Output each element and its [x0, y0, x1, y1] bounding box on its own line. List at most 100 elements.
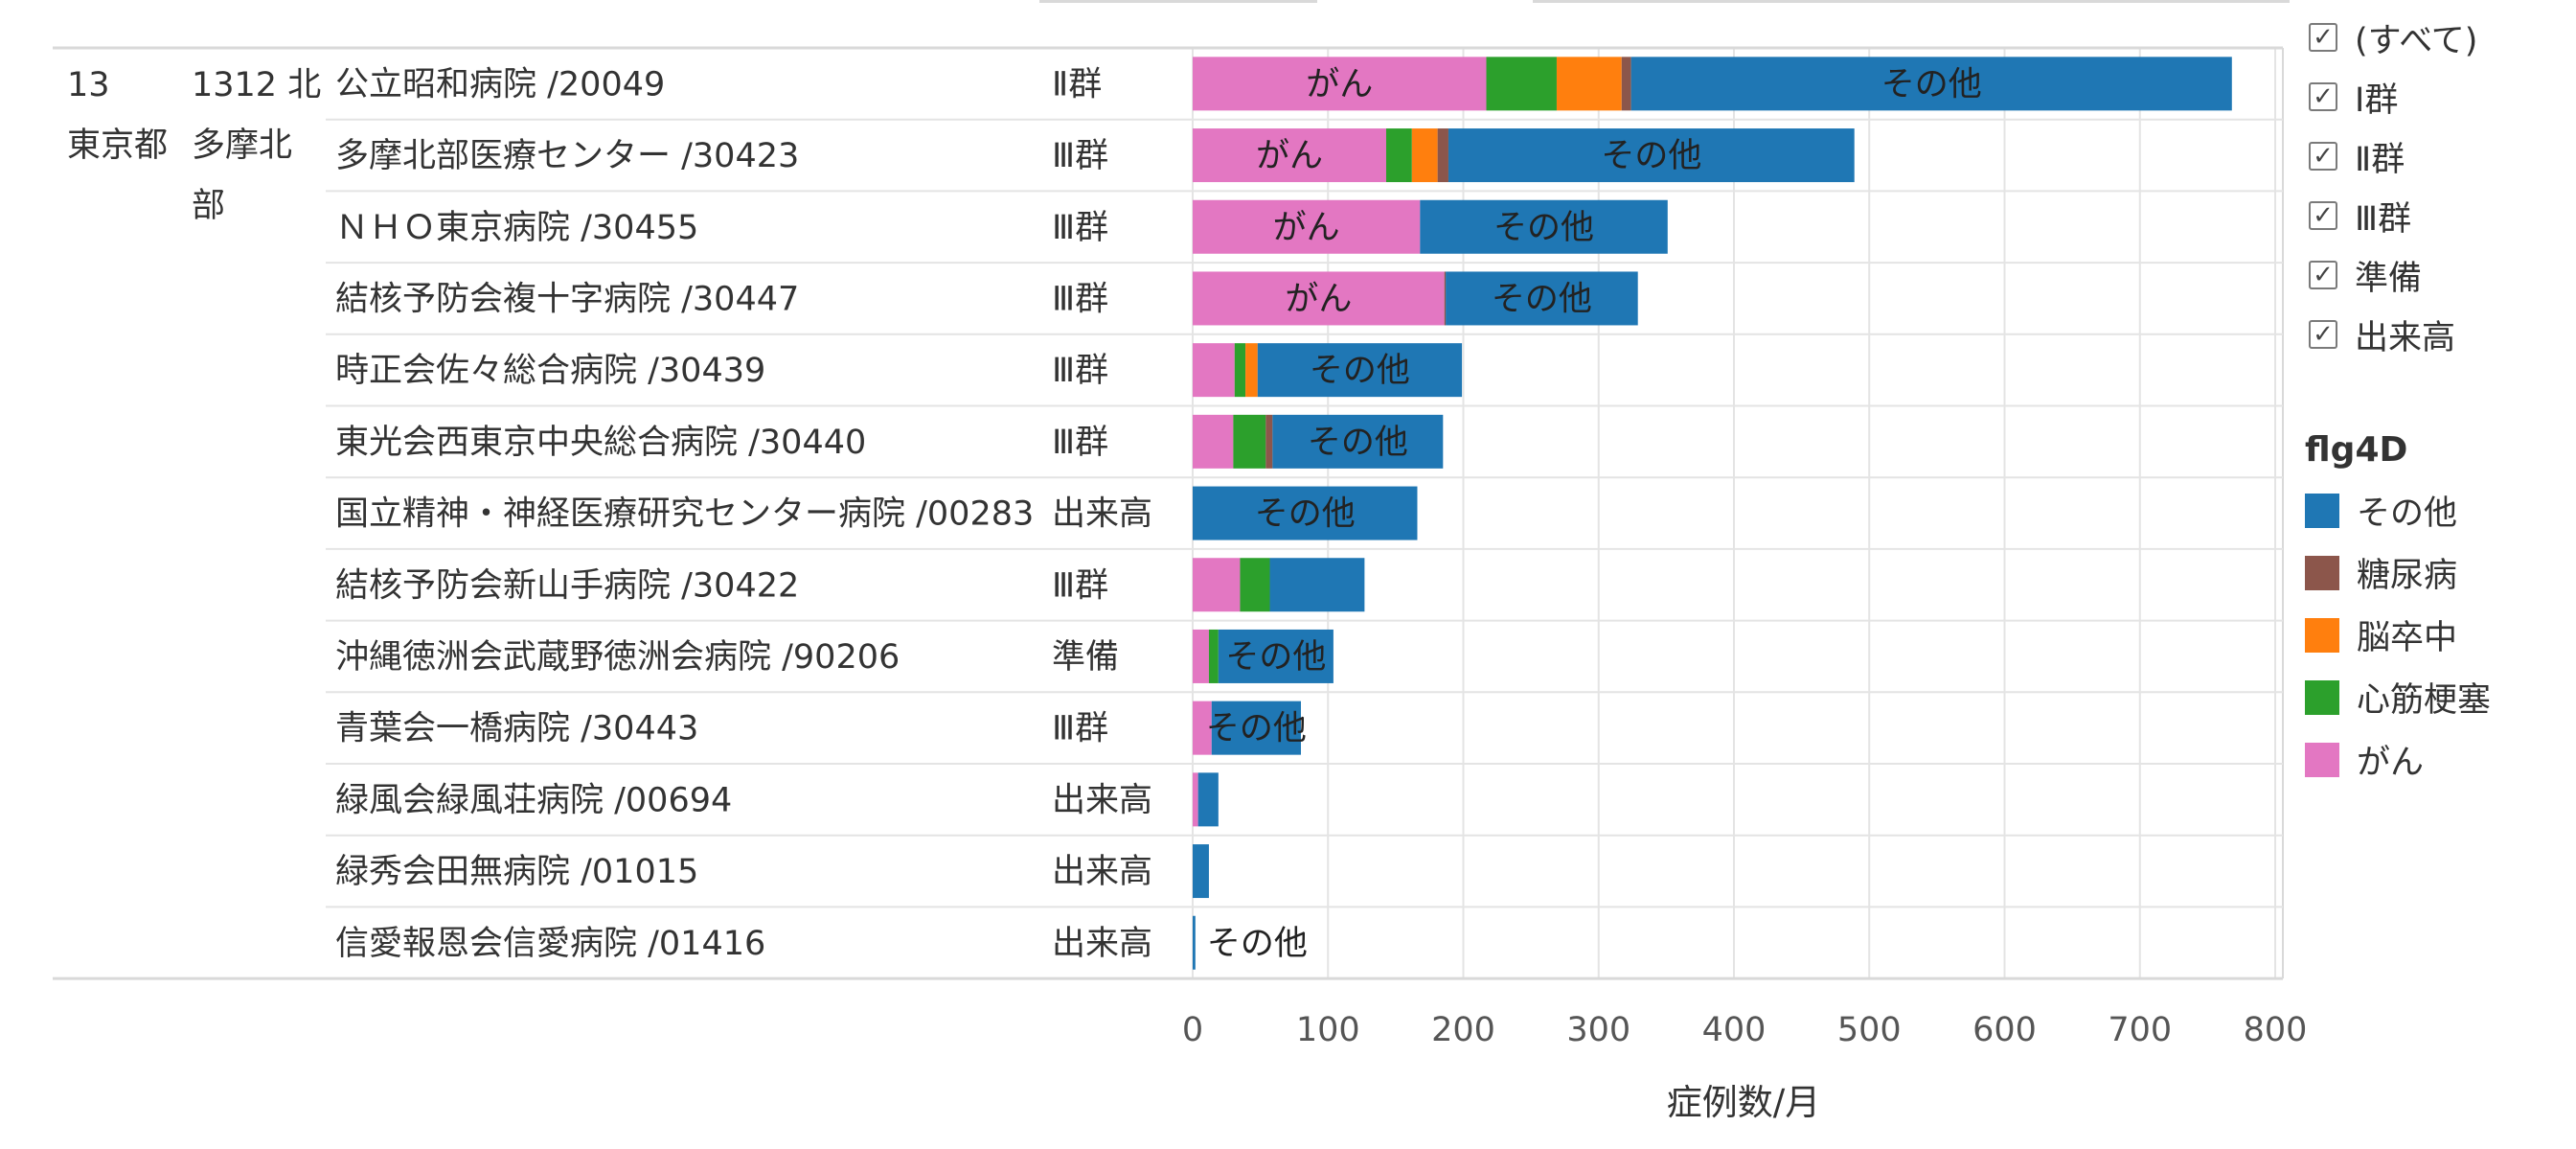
hospital-name: 結核予防会複十字病院 /30447 — [335, 280, 799, 318]
filter-item-label: Ⅲ群 — [2355, 199, 2412, 239]
x-tick-label: 200 — [1431, 1011, 1495, 1049]
filter-item-group-2[interactable]: ✓ Ⅱ群 — [2309, 126, 2567, 186]
table-row[interactable]: 多摩北部医療センター /30423 Ⅲ群 がん その他 — [335, 128, 1855, 183]
filter-item-group-1[interactable]: ✓ Ⅰ群 — [2309, 67, 2567, 126]
legend-title: flg4D — [2305, 430, 2408, 470]
hospital-group: 出来高 — [1052, 853, 1152, 891]
table-row[interactable]: 結核予防会複十字病院 /30447 Ⅲ群 がん その他 — [335, 271, 1638, 326]
table-row[interactable]: 時正会佐々総合病院 /30439 Ⅲ群 その他 — [335, 343, 1463, 398]
row-group-headers: 13 東京都 1312 北 多摩北 部 — [67, 66, 321, 225]
bar-segment[interactable] — [1486, 57, 1557, 111]
bar-segment-label: がん — [1306, 65, 1373, 103]
hospital-group: Ⅲ群 — [1052, 352, 1108, 390]
legend-item-myocardial-infarction[interactable]: 心筋梗塞 — [2305, 666, 2573, 728]
bar-segment-label: その他 — [1493, 209, 1594, 247]
bar-segment[interactable] — [1193, 772, 1198, 827]
bar-segment[interactable] — [1269, 558, 1365, 612]
table-row[interactable]: 青葉会一橋病院 /30443 Ⅲ群 その他 — [335, 701, 1307, 755]
bar-segment[interactable] — [1265, 414, 1273, 469]
x-tick-label: 300 — [1566, 1011, 1630, 1049]
bar-segment[interactable] — [1193, 486, 1418, 540]
bar-segment[interactable] — [1444, 271, 1447, 326]
bar-segment[interactable] — [1193, 199, 1421, 254]
bar-segment[interactable] — [1446, 271, 1638, 326]
bar-segment-label: その他 — [1207, 925, 1308, 963]
checkbox-checked-icon[interactable]: ✓ — [2309, 142, 2337, 171]
filter-item-preparation[interactable]: ✓ 準備 — [2309, 245, 2567, 305]
x-axis-title: 症例数/月 — [1667, 1082, 1820, 1123]
bar-segment[interactable] — [1420, 199, 1668, 254]
hospital-group: Ⅲ群 — [1052, 566, 1108, 605]
bar-segment[interactable] — [1193, 701, 1212, 755]
filter-item-group-3[interactable]: ✓ Ⅲ群 — [2309, 186, 2567, 245]
bar-segment[interactable] — [1556, 57, 1622, 111]
bar-segment[interactable] — [1193, 128, 1386, 183]
hospital-group: Ⅲ群 — [1052, 137, 1108, 175]
bar-segment[interactable] — [1193, 414, 1234, 469]
legend-item-diabetes[interactable]: 糖尿病 — [2305, 541, 2573, 604]
bar-segment[interactable] — [1208, 629, 1219, 683]
bar-segment[interactable] — [1193, 629, 1209, 683]
hospital-name: 沖縄徳洲会武蔵野徳洲会病院 /90206 — [335, 638, 900, 677]
x-tick-label: 600 — [1972, 1011, 2037, 1049]
table-row[interactable]: 国立精神・神経医療研究センター病院 /00283 出来高 その他 — [335, 486, 1418, 540]
pref-code-label: 13 — [67, 66, 110, 104]
table-row[interactable]: 緑秀会田無病院 /01015 出来高 — [335, 844, 1209, 899]
hospital-group: Ⅲ群 — [1052, 280, 1108, 318]
bar-segment[interactable] — [1193, 558, 1241, 612]
table-row[interactable]: 公立昭和病院 /20049 Ⅱ群 がん その他 — [335, 57, 2232, 111]
header-divider-left — [1039, 0, 1317, 3]
legend-item-stroke[interactable]: 脳卒中 — [2305, 604, 2573, 666]
bar-segment[interactable] — [1193, 271, 1445, 326]
hospital-name: 緑風会緑風荘病院 /00694 — [335, 781, 732, 819]
table-row[interactable]: 緑風会緑風荘病院 /00694 出来高 — [335, 772, 1219, 827]
checkbox-checked-icon[interactable]: ✓ — [2309, 261, 2337, 289]
table-row[interactable]: 結核予防会新山手病院 /30422 Ⅲ群 — [335, 558, 1365, 612]
bar-segment[interactable] — [1193, 343, 1235, 398]
bar-segment[interactable] — [1245, 343, 1258, 398]
hospital-group: Ⅲ群 — [1052, 710, 1108, 748]
filter-item-fee-for-service[interactable]: ✓ 出来高 — [2309, 305, 2567, 364]
bar-segment[interactable] — [1240, 558, 1270, 612]
table-frame — [53, 46, 2284, 980]
bar-segment[interactable] — [1234, 343, 1246, 398]
bar-segment[interactable] — [1257, 343, 1463, 398]
legend-swatch — [2305, 742, 2339, 777]
hospital-group: 出来高 — [1052, 781, 1152, 819]
bar-segment[interactable] — [1233, 414, 1266, 469]
hospital-name: 公立昭和病院 /20049 — [335, 65, 665, 103]
bar-segment[interactable] — [1437, 128, 1448, 183]
filter-item-all[interactable]: ✓ (すべて) — [2309, 8, 2567, 67]
checkbox-checked-icon[interactable]: ✓ — [2309, 320, 2337, 349]
bar-segment[interactable] — [1411, 128, 1438, 183]
bar-segment[interactable] — [1218, 629, 1334, 683]
hospital-group: 出来高 — [1052, 495, 1152, 534]
bar-segment[interactable] — [1211, 701, 1301, 755]
bar-segment[interactable] — [1272, 414, 1444, 469]
checkbox-checked-icon[interactable]: ✓ — [2309, 23, 2337, 52]
hospital-group: 出来高 — [1052, 925, 1152, 963]
legend-item-cancer[interactable]: がん — [2305, 728, 2573, 791]
bar-segment[interactable] — [1621, 57, 1631, 111]
checkbox-checked-icon[interactable]: ✓ — [2309, 82, 2337, 111]
bar-segment[interactable] — [1193, 57, 1487, 111]
legend-label: 糖尿病 — [2357, 557, 2458, 595]
hospital-name: ＮＨＯ東京病院 /30455 — [335, 209, 698, 247]
table-row[interactable]: ＮＨＯ東京病院 /30455 Ⅲ群 がん その他 — [335, 199, 1668, 254]
bar-segment[interactable] — [1193, 844, 1209, 899]
table-row[interactable]: 信愛報恩会信愛病院 /01416 出来高 その他 — [335, 915, 1308, 970]
bar-segment[interactable] — [1630, 57, 2232, 111]
hospital-group: 準備 — [1052, 638, 1119, 677]
data-rows: 公立昭和病院 /20049 Ⅱ群 がん その他多摩北部医療センター /30423 Ⅲ群が… — [335, 57, 2232, 970]
bar-segment[interactable] — [1197, 772, 1219, 827]
bar-segment[interactable] — [1448, 128, 1855, 183]
table-row[interactable]: 東光会西東京中央総合病院 /30440 Ⅲ群 その他 — [335, 414, 1444, 469]
hospital-name: 青葉会一橋病院 /30443 — [335, 710, 698, 748]
bar-segment-label: その他 — [1225, 638, 1326, 677]
table-row[interactable]: 沖縄徳洲会武蔵野徳洲会病院 /90206 準備 その他 — [335, 629, 1334, 683]
legend-item-other[interactable]: その他 — [2305, 479, 2573, 541]
bar-segment[interactable] — [1193, 915, 1196, 970]
bar-segment[interactable] — [1385, 128, 1412, 183]
checkbox-checked-icon[interactable]: ✓ — [2309, 201, 2337, 230]
filter-item-label: 準備 — [2355, 259, 2423, 298]
